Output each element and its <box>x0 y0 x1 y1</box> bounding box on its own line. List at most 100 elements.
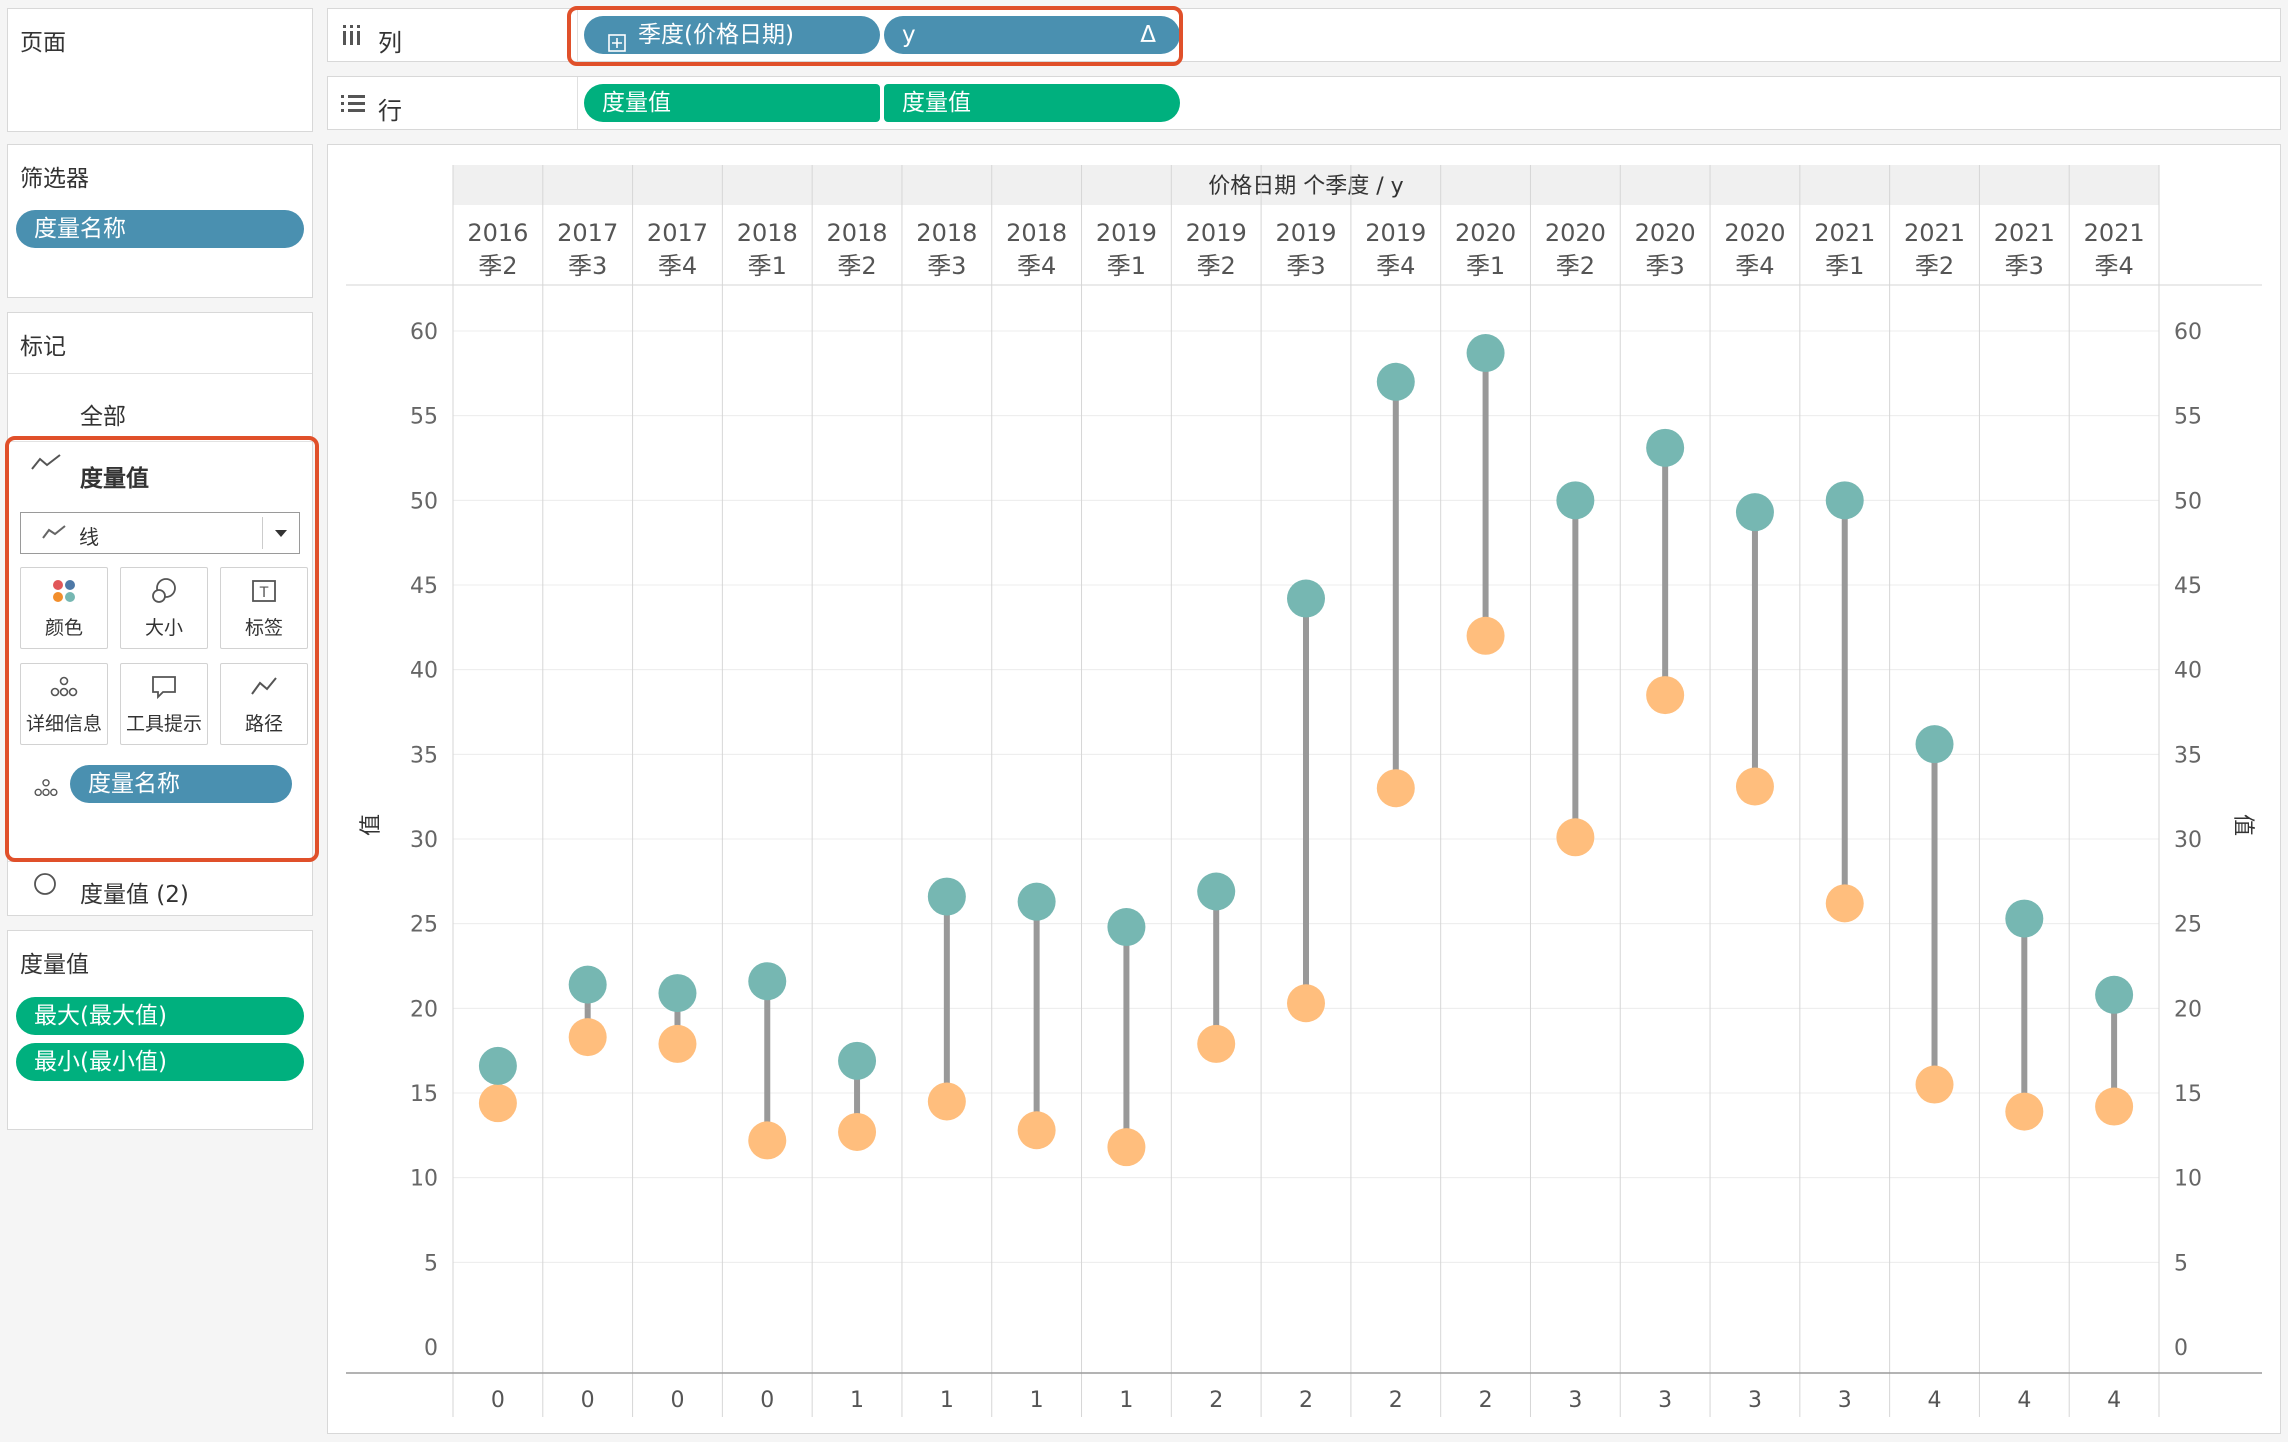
column-year-label: 2018 <box>827 219 888 247</box>
y-tick-label-right: 30 <box>2174 828 2202 853</box>
column-quarter-label: 季1 <box>1107 252 1146 280</box>
y-tick-label-right: 20 <box>2174 997 2202 1022</box>
columns-shelf-label: 列 <box>378 29 402 57</box>
y-tick-label-right: 5 <box>2174 1251 2188 1276</box>
min-value-point <box>1376 769 1415 808</box>
y-tick-label-left: 5 <box>424 1251 438 1276</box>
chevron-down-icon <box>273 525 289 544</box>
y-tick-label-left: 0 <box>424 1336 438 1361</box>
label-button[interactable]: T 标签 <box>220 567 308 649</box>
measure-pill-min[interactable]: 最小(最小值) <box>16 1043 304 1081</box>
marks-card: 标记 全部 度量值 线 颜色 大小 <box>7 312 313 916</box>
color-icon <box>21 576 107 610</box>
max-value-point <box>1376 362 1415 401</box>
max-value-point <box>1825 481 1864 520</box>
column-year-label: 2021 <box>1814 219 1875 247</box>
column-year-label: 2021 <box>1994 219 2055 247</box>
columns-pill-y-label: y <box>902 22 916 48</box>
min-value-point <box>1735 767 1774 806</box>
column-year-label: 2020 <box>1545 219 1606 247</box>
column-year-label: 2016 <box>467 219 528 247</box>
rows-pill-measure-2[interactable]: 度量值 <box>884 84 1180 122</box>
bottom-y-label: 1 <box>1119 1388 1133 1413</box>
max-value-point <box>838 1041 877 1080</box>
y-tick-label-right: 25 <box>2174 913 2202 938</box>
size-button[interactable]: 大小 <box>120 567 208 649</box>
max-value-point <box>748 962 787 1001</box>
label-text-icon: T <box>221 576 307 610</box>
min-value-point <box>1825 884 1864 923</box>
columns-highlight-box <box>567 6 1183 66</box>
column-year-label: 2017 <box>557 219 618 247</box>
detail-pill-measure-names[interactable]: 度量名称 <box>70 765 292 803</box>
columns-shelf[interactable]: 列 季度(价格日期) y Δ <box>327 8 2281 62</box>
column-quarter-label: 季4 <box>2094 252 2133 280</box>
marks-highlight-box <box>5 436 319 862</box>
y-tick-label-right: 35 <box>2174 743 2202 768</box>
label-button-label: 标签 <box>244 617 283 639</box>
y-tick-label-right: 50 <box>2174 489 2202 514</box>
detail-button[interactable]: 详细信息 <box>20 663 108 745</box>
bottom-y-label: 0 <box>581 1388 595 1413</box>
column-quarter-label: 季2 <box>1556 252 1595 280</box>
column-quarter-label: 季1 <box>1825 252 1864 280</box>
tooltip-button[interactable]: 工具提示 <box>120 663 208 745</box>
rows-shelf[interactable]: 行 度量值 度量值 <box>327 76 2281 130</box>
column-header-title: 价格日期 个季度 / y <box>1208 174 1403 199</box>
measure-pill-max[interactable]: 最大(最大值) <box>16 997 304 1035</box>
bottom-y-label: 1 <box>850 1388 864 1413</box>
column-quarter-label: 季1 <box>1466 252 1505 280</box>
column-quarter-label: 季2 <box>478 252 517 280</box>
y-tick-label-left: 35 <box>410 743 438 768</box>
filters-card[interactable]: 筛选器 度量名称 <box>7 144 313 298</box>
max-value-point <box>1556 481 1595 520</box>
rows-pill-measure-1[interactable]: 度量值 <box>584 84 880 122</box>
y-axis-title-left: 值 <box>359 814 384 836</box>
column-year-label: 2021 <box>1904 219 1965 247</box>
bottom-y-label: 1 <box>1030 1388 1044 1413</box>
marks-measure-tab[interactable]: 度量值 <box>80 466 149 492</box>
max-value-point <box>1287 579 1325 618</box>
expand-plus-icon <box>608 26 626 64</box>
color-button[interactable]: 颜色 <box>20 567 108 649</box>
column-year-label: 2017 <box>647 219 708 247</box>
columns-shelf-label-area: 列 <box>328 9 578 61</box>
min-value-point <box>1556 818 1595 857</box>
y-tick-label-left: 25 <box>410 913 438 938</box>
path-icon <box>221 672 307 706</box>
marks-measure2-tab[interactable]: 度量值 (2) <box>80 882 189 908</box>
bottom-y-label: 0 <box>760 1388 774 1413</box>
filters-card-title: 筛选器 <box>20 166 89 192</box>
column-year-label: 2018 <box>737 219 798 247</box>
mark-type-label: 线 <box>79 525 99 549</box>
min-value-point <box>1017 1111 1056 1150</box>
y-tick-label-right: 15 <box>2174 1082 2202 1107</box>
columns-pill-quarter[interactable]: 季度(价格日期) <box>584 16 880 54</box>
filter-pill-measure-names[interactable]: 度量名称 <box>16 210 304 248</box>
columns-pill-y[interactable]: y Δ <box>884 16 1180 54</box>
y-tick-label-left: 15 <box>410 1082 438 1107</box>
pages-card[interactable]: 页面 <box>7 8 313 132</box>
min-value-point <box>1466 616 1505 655</box>
bottom-y-label: 4 <box>2107 1388 2121 1413</box>
mark-type-dropdown[interactable]: 线 <box>20 512 300 554</box>
size-button-label: 大小 <box>144 617 183 639</box>
max-value-point <box>1915 725 1954 764</box>
min-value-point <box>1915 1065 1954 1104</box>
bottom-y-label: 0 <box>670 1388 684 1413</box>
bottom-y-label: 2 <box>1209 1388 1223 1413</box>
marks-card-title: 标记 <box>20 334 66 360</box>
pages-card-title: 页面 <box>20 30 66 56</box>
max-value-point <box>1735 493 1774 532</box>
y-tick-label-left: 50 <box>410 489 438 514</box>
path-button[interactable]: 路径 <box>220 663 308 745</box>
dumbbell-chart[interactable]: 价格日期 个季度 / y 2016 季2 0 2017 季3 0 2017 季4 0 2018 季1 0… <box>328 145 2280 1433</box>
max-value-point <box>568 965 607 1004</box>
marks-all-tab[interactable]: 全部 <box>80 404 126 430</box>
path-button-label: 路径 <box>244 713 283 735</box>
bottom-y-label: 0 <box>491 1388 505 1413</box>
column-quarter-label: 季4 <box>1017 252 1056 280</box>
y-tick-label-right: 60 <box>2174 320 2202 345</box>
min-value-point <box>748 1121 787 1160</box>
bottom-y-label: 3 <box>1658 1388 1672 1413</box>
